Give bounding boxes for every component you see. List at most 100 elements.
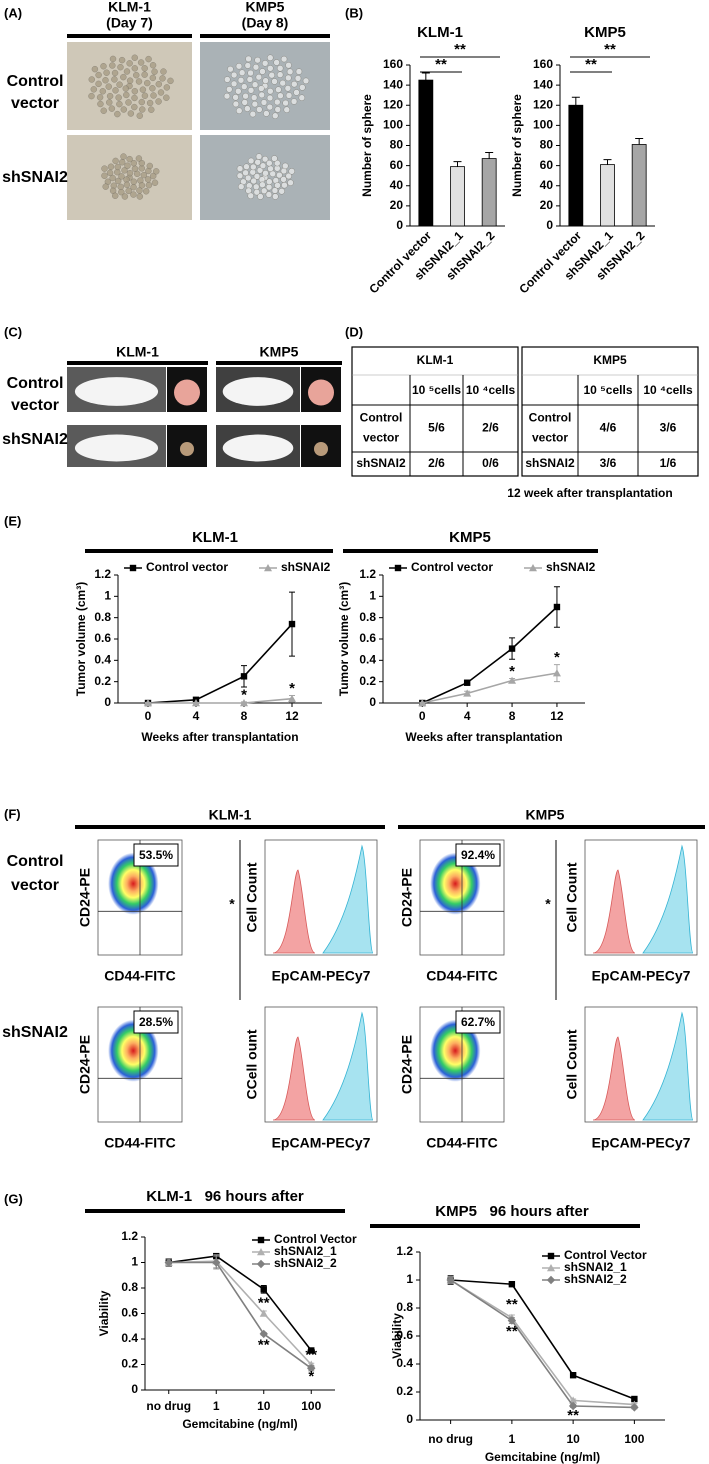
- sphere: [236, 165, 244, 172]
- y-tick-label: 0.4: [121, 1331, 138, 1345]
- chart-title: KMP5: [584, 24, 626, 41]
- sphere: [148, 106, 155, 113]
- error-bar: [453, 161, 462, 167]
- y-tick-label: 80: [540, 138, 554, 152]
- marker: [259, 1329, 268, 1339]
- x-tick-label: 12: [550, 709, 564, 723]
- sphere: [247, 157, 255, 165]
- y-tick-label: 0.8: [359, 610, 376, 624]
- sphere: [256, 167, 264, 174]
- sphere: [149, 85, 156, 92]
- sphere: [144, 79, 151, 87]
- table-row-label: shSNAI2: [356, 456, 406, 470]
- header-bar: [370, 1224, 640, 1228]
- sphere: [131, 103, 138, 111]
- row-label: shSNAI2: [2, 169, 68, 186]
- column-header: KMP5: [260, 344, 299, 360]
- sphere: [138, 182, 146, 189]
- sphere: [141, 92, 149, 99]
- sphere: [88, 92, 95, 100]
- sphere: [259, 181, 266, 188]
- x-tick-label: 1: [509, 1432, 516, 1446]
- sphere: [247, 192, 254, 199]
- axis-label: CD44-FITC: [104, 968, 176, 984]
- x-tick-label: 4: [193, 709, 200, 723]
- marker: [264, 564, 272, 572]
- column-header: (Day 7): [106, 15, 153, 31]
- chart-title: KMP5 96 hours after: [435, 1203, 589, 1220]
- chart-title: KLM-1 96 hours after: [146, 1188, 304, 1205]
- series-line: [147, 623, 293, 704]
- sphere: [280, 55, 288, 63]
- column-header: KLM-1: [209, 807, 252, 823]
- x-tick-label: 10: [566, 1432, 580, 1446]
- sphere: [114, 177, 122, 185]
- axis-label: EpCAM-PECy7: [272, 1135, 371, 1151]
- sphere: [282, 162, 289, 170]
- sphere: [111, 69, 119, 77]
- sphere: [121, 193, 129, 200]
- marker: [257, 1236, 265, 1244]
- sphere: [141, 71, 148, 78]
- table-cell: 2/6: [482, 421, 499, 435]
- sphere: [272, 193, 279, 200]
- sphere: [259, 68, 266, 75]
- sphere: [126, 169, 134, 177]
- sphere: [258, 91, 265, 99]
- sphere: [271, 155, 278, 162]
- sphere: [255, 153, 263, 160]
- y-tick-label: 0.6: [94, 631, 111, 645]
- density-cloud: [108, 852, 159, 915]
- y-tick-label: 0: [396, 218, 403, 232]
- sphere: [252, 63, 260, 71]
- annotation: **: [258, 1336, 270, 1353]
- y-tick-label: 0.2: [359, 674, 376, 688]
- panel-label: (D): [345, 324, 363, 339]
- significance-mark: *: [229, 896, 235, 912]
- sphere: [100, 63, 107, 70]
- sphere: [120, 106, 127, 113]
- sphere: [106, 92, 114, 100]
- sphere: [253, 183, 260, 191]
- table-border: [521, 346, 699, 477]
- density-cloud: [430, 1019, 481, 1082]
- annotation: **: [506, 1323, 518, 1340]
- sphere: [131, 165, 139, 172]
- sphere: [155, 80, 162, 88]
- y-tick-label: 80: [390, 138, 404, 152]
- y-tick-label: 120: [533, 97, 553, 111]
- axis-label: Weeks after transplantation: [405, 730, 562, 744]
- sphere: [273, 59, 280, 66]
- axis-label: Tumor volume (cm³): [337, 582, 351, 696]
- y-tick-label: 1.2: [121, 1229, 138, 1243]
- chart-title: KMP5: [449, 529, 491, 546]
- sphere: [122, 85, 129, 92]
- sphere: [131, 94, 138, 102]
- sphere: [90, 86, 97, 93]
- table-column: 10 ⁵cells: [583, 383, 632, 397]
- marker: [508, 676, 517, 684]
- annotation: *: [308, 1368, 314, 1385]
- tumor: [308, 379, 334, 406]
- sphere: [109, 174, 116, 182]
- gate-percent: 53.5%: [139, 848, 173, 862]
- sphere: [243, 163, 250, 170]
- legend-label: Control vector: [146, 560, 228, 574]
- marker: [129, 564, 137, 572]
- y-tick-label: 40: [390, 178, 404, 192]
- sphere: [266, 103, 274, 111]
- sphere: [107, 163, 115, 170]
- series-line: [148, 697, 293, 704]
- y-tick-label: 0.2: [396, 1384, 413, 1398]
- sphere: [96, 94, 104, 101]
- sphere: [274, 182, 281, 189]
- table-header: KMP5: [593, 353, 627, 367]
- marker: [569, 1396, 578, 1404]
- sphere: [235, 88, 242, 95]
- y-tick-label: 20: [390, 198, 404, 212]
- annotation: **: [435, 56, 447, 73]
- sphere: [133, 71, 140, 79]
- sphere: [260, 99, 268, 106]
- marker: [546, 1275, 556, 1285]
- sphere: [118, 188, 125, 196]
